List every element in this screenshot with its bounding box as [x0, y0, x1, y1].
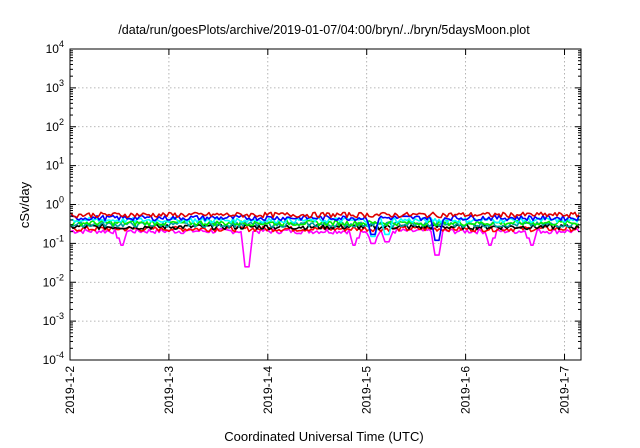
y-tick-label: 10-2 [43, 272, 64, 289]
y-tick-base: 10 [43, 236, 57, 250]
y-tick-base: 10 [46, 81, 60, 95]
x-tick-label: 2019-1-7 [558, 366, 572, 414]
y-tick-label: 100 [46, 195, 64, 212]
series-line [70, 211, 580, 219]
x-tick-label: 2019-1-4 [261, 366, 275, 414]
y-tick-label: 10-1 [43, 233, 64, 250]
y-tick-exponent: -2 [56, 272, 64, 282]
y-tick-exponent: 4 [59, 39, 64, 49]
y-tick-exponent: 1 [59, 156, 64, 166]
y-tick-exponent: -4 [56, 350, 64, 360]
y-tick-base: 10 [46, 120, 60, 134]
x-ticks: 2019-1-2 2019-1-3 2019-1-4 2019-1-5 2019-1-6… [63, 49, 572, 414]
y-tick-label: 10-3 [43, 311, 64, 328]
y-tick-base: 10 [43, 275, 57, 289]
y-tick-exponent: 3 [59, 78, 64, 88]
y-tick-label: 102 [46, 117, 64, 134]
y-tick-base: 10 [43, 314, 57, 328]
y-tick-label: 10-4 [43, 350, 64, 367]
x-tick-label: 2019-1-2 [63, 366, 77, 414]
x-axis-label: Coordinated Universal Time (UTC) [224, 429, 423, 444]
y-tick-base: 10 [46, 159, 60, 173]
y-tick-exponent: 2 [59, 117, 64, 127]
y-tick-exponent: -3 [56, 311, 64, 321]
x-tick-label: 2019-1-5 [360, 366, 374, 414]
y-tick-exponent: 0 [59, 195, 64, 205]
y-tick-base: 10 [46, 198, 60, 212]
y-tick-label: 103 [46, 78, 64, 95]
y-tick-base: 10 [46, 42, 60, 56]
series-group [70, 211, 580, 268]
x-tick-label: 2019-1-3 [162, 366, 176, 414]
grid [70, 49, 581, 360]
series-line [70, 217, 580, 238]
series-line [70, 227, 580, 268]
y-tick-label: 104 [46, 39, 64, 56]
chart-title: /data/run/goesPlots/archive/2019-01-07/0… [118, 23, 530, 37]
y-tick-label: 101 [46, 156, 64, 173]
y-tick-exponent: -1 [56, 233, 64, 243]
y-axis-label: cSv/day [17, 181, 32, 228]
y-tick-base: 10 [43, 353, 57, 367]
x-tick-label: 2019-1-6 [459, 366, 473, 414]
